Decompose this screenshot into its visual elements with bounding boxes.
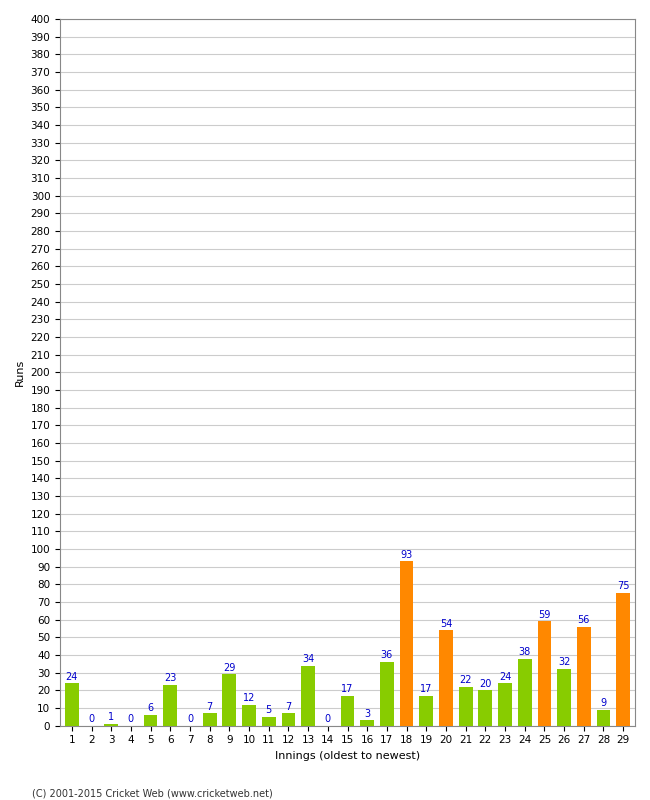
- Text: 0: 0: [325, 714, 331, 724]
- Bar: [301, 666, 315, 726]
- Text: 54: 54: [440, 618, 452, 629]
- Bar: [439, 630, 453, 726]
- Text: 36: 36: [381, 650, 393, 660]
- Text: 0: 0: [88, 714, 95, 724]
- Bar: [105, 724, 118, 726]
- Text: 9: 9: [601, 698, 606, 708]
- Text: 22: 22: [460, 675, 472, 685]
- Text: 20: 20: [479, 678, 491, 689]
- Text: 59: 59: [538, 610, 551, 620]
- Text: 32: 32: [558, 658, 570, 667]
- Bar: [518, 658, 532, 726]
- Text: 6: 6: [148, 703, 153, 714]
- Bar: [557, 669, 571, 726]
- Bar: [144, 715, 157, 726]
- Text: 24: 24: [66, 671, 78, 682]
- Bar: [616, 594, 630, 726]
- Text: 0: 0: [128, 714, 134, 724]
- Bar: [597, 710, 610, 726]
- Text: 17: 17: [341, 684, 354, 694]
- Bar: [478, 690, 492, 726]
- Text: 1: 1: [108, 712, 114, 722]
- Bar: [65, 683, 79, 726]
- Bar: [163, 685, 177, 726]
- Bar: [459, 687, 473, 726]
- Text: 7: 7: [207, 702, 213, 711]
- Bar: [203, 714, 216, 726]
- Bar: [242, 705, 256, 726]
- Text: (C) 2001-2015 Cricket Web (www.cricketweb.net): (C) 2001-2015 Cricket Web (www.cricketwe…: [32, 788, 273, 798]
- Bar: [281, 714, 295, 726]
- Text: 17: 17: [420, 684, 432, 694]
- Text: 75: 75: [617, 582, 629, 591]
- Text: 38: 38: [519, 647, 531, 657]
- Bar: [538, 622, 551, 726]
- Y-axis label: Runs: Runs: [15, 358, 25, 386]
- Bar: [262, 717, 276, 726]
- Bar: [380, 662, 394, 726]
- Bar: [577, 626, 591, 726]
- Text: 34: 34: [302, 654, 314, 664]
- Text: 93: 93: [400, 550, 413, 560]
- Text: 29: 29: [223, 662, 235, 673]
- Bar: [341, 696, 354, 726]
- Text: 23: 23: [164, 674, 177, 683]
- Bar: [360, 721, 374, 726]
- Bar: [419, 696, 433, 726]
- Text: 56: 56: [578, 615, 590, 625]
- Text: 7: 7: [285, 702, 292, 711]
- Text: 24: 24: [499, 671, 512, 682]
- Text: 0: 0: [187, 714, 193, 724]
- Text: 5: 5: [266, 705, 272, 715]
- Bar: [498, 683, 512, 726]
- X-axis label: Innings (oldest to newest): Innings (oldest to newest): [275, 751, 420, 761]
- Bar: [222, 674, 236, 726]
- Text: 12: 12: [243, 693, 255, 702]
- Text: 3: 3: [364, 709, 370, 718]
- Bar: [400, 562, 413, 726]
